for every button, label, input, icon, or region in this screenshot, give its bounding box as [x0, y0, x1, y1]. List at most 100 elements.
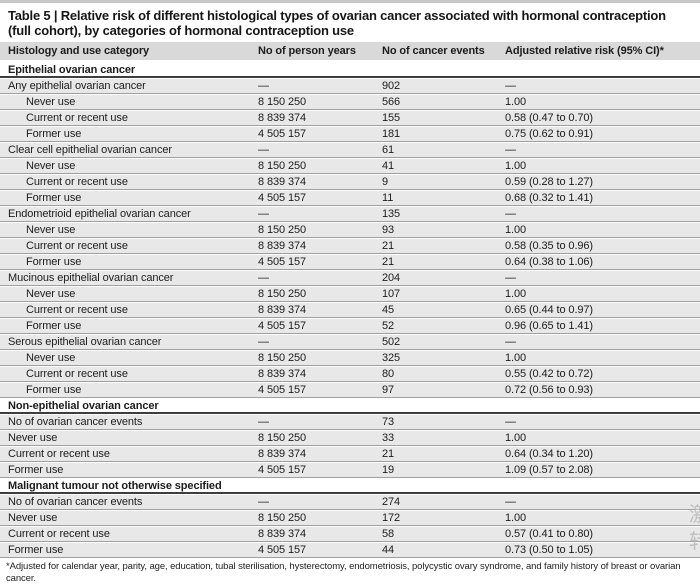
row-label: Former use [0, 462, 250, 478]
relative-risk-cell: 0.64 (0.38 to 1.06) [497, 254, 700, 270]
section-header-row: Malignant tumour not otherwise specified [0, 478, 700, 494]
relative-risk-cell: 1.09 (0.57 to 2.08) [497, 462, 700, 478]
table-footnote: *Adjusted for calendar year, parity, age… [6, 561, 681, 584]
table-row: No of ovarian cancer events —73— [0, 414, 700, 430]
table-row: Serous epithelial ovarian cancer —502— [0, 334, 700, 350]
relative-risk-cell: 0.75 (0.62 to 0.91) [497, 126, 700, 142]
row-label: Any epithelial ovarian cancer [0, 78, 250, 94]
table-row: Never use 8 150 250 41 1.00 [0, 158, 700, 174]
relative-risk-cell: 0.55 (0.42 to 0.72) [497, 366, 700, 382]
table-row: Never use 8 150 250 566 1.00 [0, 94, 700, 110]
table-row: Former use 4 505 157 11 0.68 (0.32 to 1.41) [0, 190, 700, 206]
events-cell: 58 [374, 526, 497, 542]
relative-risk-cell: 1.00 [497, 94, 700, 110]
table-row: Never use 8 150 250 107 1.00 [0, 286, 700, 302]
row-label: Never use [0, 94, 250, 110]
events-cell: 21 [374, 238, 497, 254]
person-years-cell: 4 505 157 [250, 318, 374, 334]
column-header-relative-risk: Adjusted relative risk (95% CI)* [497, 42, 700, 62]
table-row: Current or recent use 8 839 374 21 0.58 (0.… [0, 238, 700, 254]
table-row: Clear cell epithelial ovarian cancer —61— [0, 142, 700, 158]
events-cell: 19 [374, 462, 497, 478]
person-years-cell: 8 839 374 [250, 174, 374, 190]
row-label: Former use [0, 318, 250, 334]
row-label: Current or recent use [0, 302, 250, 318]
relative-risk-cell: 1.00 [497, 158, 700, 174]
person-years-cell: 8 150 250 [250, 350, 374, 366]
section-header-label: Epithelial ovarian cancer [0, 62, 700, 78]
relative-risk-cell: 0.57 (0.41 to 0.80) [497, 526, 700, 542]
person-years-cell: 8 150 250 [250, 94, 374, 110]
row-label: Former use [0, 126, 250, 142]
person-years-cell: 8 839 374 [250, 302, 374, 318]
row-label: Current or recent use [0, 238, 250, 254]
table-row: Never use 8 150 250 93 1.00 [0, 222, 700, 238]
person-years-cell: 8 150 250 [250, 286, 374, 302]
table-row: Former use 4 505 157 52 0.96 (0.65 to 1.41) [0, 318, 700, 334]
table-row: Current or recent use 8 839 374 21 0.64 (0.… [0, 446, 700, 462]
relative-risk-cell: — [497, 414, 700, 430]
relative-risk-cell: 0.72 (0.56 to 0.93) [497, 382, 700, 398]
results-table: Histology and use category No of person … [0, 42, 700, 558]
person-years-cell: 8 839 374 [250, 366, 374, 382]
person-years-cell: — [250, 142, 374, 158]
events-cell: 73 [374, 414, 497, 430]
person-years-cell: 4 505 157 [250, 382, 374, 398]
row-label: Former use [0, 382, 250, 398]
person-years-cell: 8 839 374 [250, 446, 374, 462]
table-title: Table 5 | Relative risk of different his… [8, 8, 666, 38]
row-label: No of ovarian cancer events [0, 414, 250, 430]
table-row: No of ovarian cancer events —274— [0, 494, 700, 510]
table-row: Never use 8 150 250 172 1.00 [0, 510, 700, 526]
table-row: Current or recent use 8 839 374 58 0.57 (0.… [0, 526, 700, 542]
relative-risk-cell: 0.64 (0.34 to 1.20) [497, 446, 700, 462]
section-header-row: Non-epithelial ovarian cancer [0, 398, 700, 414]
relative-risk-cell: 1.00 [497, 222, 700, 238]
events-cell: 502 [374, 334, 497, 350]
table-row: Mucinous epithelial ovarian cancer —204— [0, 270, 700, 286]
events-cell: 97 [374, 382, 497, 398]
events-cell: 566 [374, 94, 497, 110]
column-header-cancer-events: No of cancer events [374, 42, 497, 62]
events-cell: 135 [374, 206, 497, 222]
person-years-cell: 8 150 250 [250, 510, 374, 526]
relative-risk-cell: 0.59 (0.28 to 1.27) [497, 174, 700, 190]
row-label: Serous epithelial ovarian cancer [0, 334, 250, 350]
relative-risk-cell: — [497, 206, 700, 222]
person-years-cell: — [250, 414, 374, 430]
row-label: Never use [0, 510, 250, 526]
relative-risk-cell: 0.58 (0.35 to 0.96) [497, 238, 700, 254]
table-row: Current or recent use 8 839 374 80 0.55 (0.… [0, 366, 700, 382]
section-header-label: Malignant tumour not otherwise specified [0, 478, 700, 494]
events-cell: 107 [374, 286, 497, 302]
row-label: Current or recent use [0, 110, 250, 126]
table-row: Endometrioid epithelial ovarian cancer —1… [0, 206, 700, 222]
events-cell: 45 [374, 302, 497, 318]
person-years-cell: 8 839 374 [250, 110, 374, 126]
relative-risk-cell: — [497, 270, 700, 286]
person-years-cell: — [250, 206, 374, 222]
person-years-cell: — [250, 78, 374, 94]
row-label: Never use [0, 222, 250, 238]
person-years-cell: 8 150 250 [250, 222, 374, 238]
events-cell: 41 [374, 158, 497, 174]
table-row: Any epithelial ovarian cancer —902— [0, 78, 700, 94]
row-label: Former use [0, 190, 250, 206]
column-header-person-years: No of person years [250, 42, 374, 62]
row-label: No of ovarian cancer events [0, 494, 250, 510]
person-years-cell: — [250, 334, 374, 350]
row-label: Current or recent use [0, 526, 250, 542]
events-cell: 80 [374, 366, 497, 382]
relative-risk-cell: 0.58 (0.47 to 0.70) [497, 110, 700, 126]
relative-risk-cell: 0.65 (0.44 to 0.97) [497, 302, 700, 318]
relative-risk-cell: — [497, 494, 700, 510]
column-header-histology: Histology and use category [0, 42, 250, 62]
events-cell: 172 [374, 510, 497, 526]
watermark-glyph-1: 激 [689, 504, 700, 526]
relative-risk-cell: 0.96 (0.65 to 1.41) [497, 318, 700, 334]
person-years-cell: 4 505 157 [250, 462, 374, 478]
row-label: Current or recent use [0, 366, 250, 382]
person-years-cell: — [250, 494, 374, 510]
row-label: Never use [0, 286, 250, 302]
events-cell: 325 [374, 350, 497, 366]
